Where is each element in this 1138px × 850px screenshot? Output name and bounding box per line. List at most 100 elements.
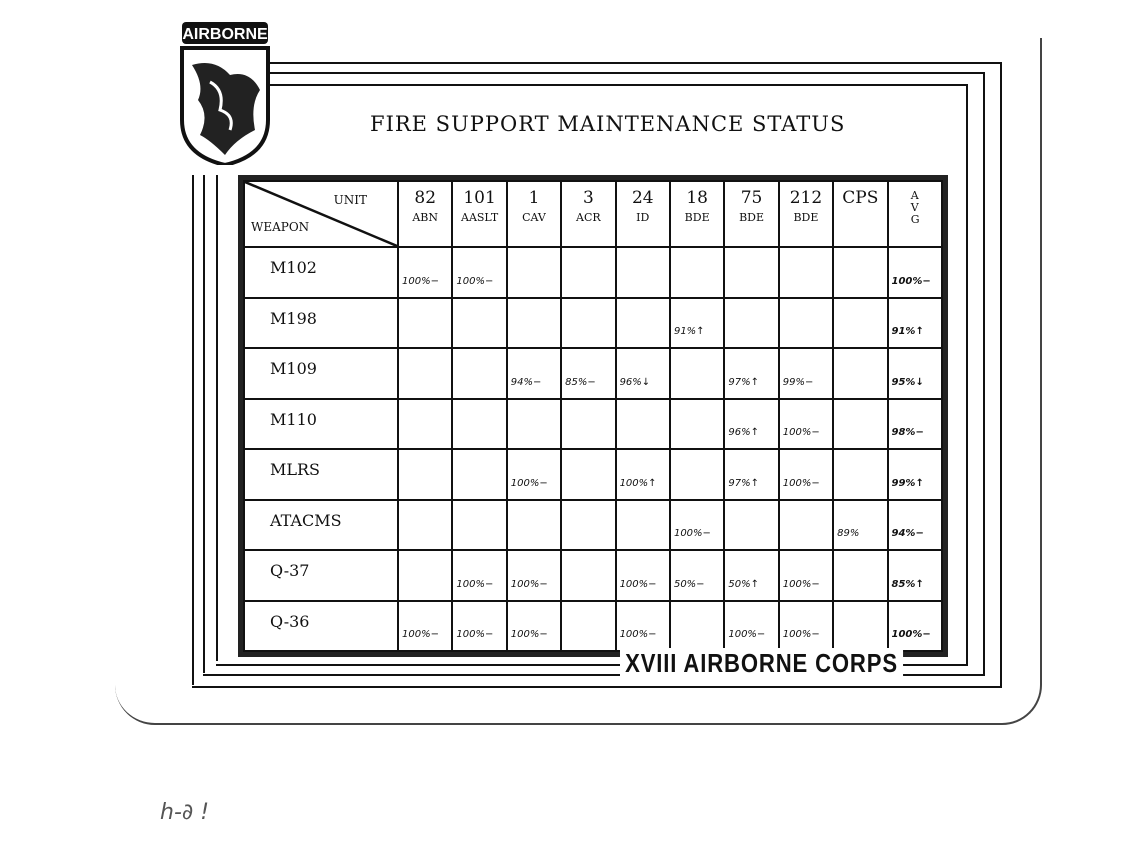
status-cell: 89% bbox=[832, 498, 889, 551]
status-cell bbox=[451, 347, 508, 400]
column-header: 24 ID bbox=[614, 180, 671, 248]
frame-middle bbox=[203, 72, 985, 676]
table-row: M110 96%↑ 100%− 98%− bbox=[243, 397, 944, 450]
status-cell bbox=[560, 246, 617, 299]
frame-left-lines-2 bbox=[203, 175, 225, 673]
column-number: 1 bbox=[528, 188, 540, 208]
column-unit: ACR bbox=[576, 211, 601, 224]
weapon-name: Q-37 bbox=[243, 549, 399, 602]
weapon-name: M102 bbox=[243, 246, 399, 299]
status-cell bbox=[668, 599, 726, 652]
column-number: 101 bbox=[463, 188, 496, 208]
status-cell bbox=[832, 397, 889, 450]
column-header: 1 CAV bbox=[505, 180, 563, 248]
table-row: M109 94%− 85%− 96%↓ 97%↑ 99%− 95%↓ bbox=[243, 347, 944, 400]
table-row: M102 100%− 100%− 100%− bbox=[243, 246, 944, 299]
column-unit: BDE bbox=[684, 211, 710, 224]
status-cell bbox=[668, 246, 726, 299]
status-cell bbox=[396, 347, 454, 400]
column-header: 75 BDE bbox=[723, 180, 780, 248]
table-row: Q-36 100%− 100%− 100%− 100%− 100%− 100%− 100%− bbox=[243, 599, 944, 652]
status-cell: 100%− bbox=[777, 599, 835, 652]
weapon-name: Q-36 bbox=[243, 599, 399, 652]
status-cell: 99%− bbox=[777, 347, 835, 400]
column-number: A V G bbox=[910, 189, 920, 226]
status-cell bbox=[396, 498, 454, 551]
average-cell: 95%↓ bbox=[886, 347, 944, 400]
status-cell bbox=[451, 397, 508, 450]
footer-title: XVIII AIRBORNE CORPS bbox=[620, 648, 904, 679]
status-cell bbox=[451, 448, 508, 501]
status-cell: 50%− bbox=[668, 549, 726, 602]
weapon-name: M198 bbox=[243, 296, 399, 349]
column-number: 3 bbox=[582, 188, 594, 208]
frame-outer bbox=[192, 62, 1002, 688]
status-cell bbox=[396, 549, 454, 602]
weapon-name: M109 bbox=[243, 347, 399, 400]
table-row: MLRS 100%− 100%↑ 97%↑ 100%− 99%↑ bbox=[243, 448, 944, 501]
page-title: FIRE SUPPORT MAINTENANCE STATUS bbox=[370, 112, 846, 136]
weapon-name: ATACMS bbox=[243, 498, 399, 551]
status-cell: 97%↑ bbox=[723, 347, 780, 400]
status-cell bbox=[832, 599, 889, 652]
status-cell: 96%↑ bbox=[723, 397, 780, 450]
status-cell bbox=[723, 296, 780, 349]
table-row: ATACMS 100%− 89% 94%− bbox=[243, 498, 944, 551]
status-cell bbox=[396, 397, 454, 450]
average-cell: 91%↑ bbox=[886, 296, 944, 349]
status-cell: 91%↑ bbox=[668, 296, 726, 349]
frame-inner bbox=[216, 84, 968, 666]
status-cell: 100%− bbox=[614, 599, 671, 652]
status-cell bbox=[560, 599, 617, 652]
unit-label: UNIT bbox=[333, 193, 367, 207]
status-cell bbox=[668, 448, 726, 501]
status-cell bbox=[396, 296, 454, 349]
table-row: M198 91%↑ 91%↑ bbox=[243, 296, 944, 349]
column-header: A V G bbox=[886, 180, 944, 248]
status-cell bbox=[505, 296, 563, 349]
status-cell: 100%− bbox=[451, 599, 508, 652]
frame-left-lines bbox=[192, 175, 224, 685]
status-cell bbox=[723, 246, 780, 299]
column-header: 82 ABN bbox=[396, 180, 454, 248]
status-cell bbox=[505, 397, 563, 450]
column-unit: AASLT bbox=[461, 211, 499, 224]
column-number: 212 bbox=[789, 188, 823, 208]
status-cell: 100%− bbox=[777, 549, 835, 602]
status-cell: 97%↑ bbox=[723, 448, 780, 501]
weapon-name: M110 bbox=[243, 397, 399, 450]
status-cell bbox=[832, 246, 889, 299]
column-number: 18 bbox=[686, 188, 708, 208]
column-unit: CAV bbox=[522, 211, 546, 224]
status-cell bbox=[396, 448, 454, 501]
status-cell: 100%− bbox=[505, 599, 563, 652]
column-unit: BDE bbox=[793, 211, 819, 224]
column-number: 24 bbox=[631, 188, 654, 208]
average-cell: 100%− bbox=[886, 599, 944, 652]
page-border bbox=[115, 38, 1042, 725]
column-unit: ID bbox=[636, 211, 650, 224]
status-table: UNIT WEAPON 82 ABN 101 AASLT 1 CAV 3 ACR 24 ID 18 B… bbox=[238, 175, 948, 657]
status-cell bbox=[777, 246, 835, 299]
status-cell: 100%− bbox=[777, 397, 835, 450]
status-cell bbox=[560, 448, 617, 501]
status-cell: 100%↑ bbox=[614, 448, 671, 501]
status-cell bbox=[832, 549, 889, 602]
status-cell: 100%− bbox=[505, 448, 563, 501]
status-cell: 100%− bbox=[723, 599, 780, 652]
column-header: 3 ACR bbox=[560, 180, 617, 248]
status-cell: 100%− bbox=[396, 599, 454, 652]
status-cell: 96%↓ bbox=[614, 347, 671, 400]
handwritten-note: h-∂ ! bbox=[160, 800, 210, 825]
status-cell bbox=[777, 296, 835, 349]
weapon-name: MLRS bbox=[243, 448, 399, 501]
status-cell: 85%− bbox=[560, 347, 617, 400]
column-header: CPS bbox=[832, 180, 889, 248]
status-cell bbox=[560, 549, 617, 602]
average-cell: 99%↑ bbox=[886, 448, 944, 501]
column-header: 18 BDE bbox=[668, 180, 726, 248]
status-cell bbox=[832, 448, 889, 501]
average-cell: 85%↑ bbox=[886, 549, 944, 602]
status-cell bbox=[451, 498, 508, 551]
status-cell bbox=[614, 296, 671, 349]
